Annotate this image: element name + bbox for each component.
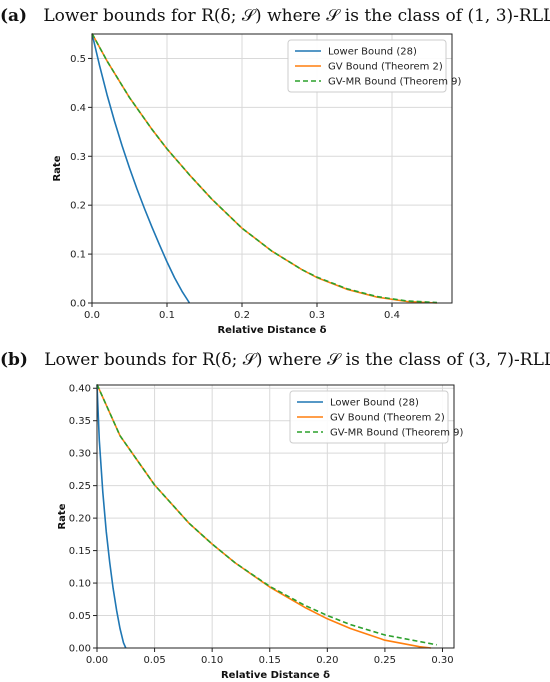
chart-b-xtick-label-5: 0.25 (374, 655, 396, 666)
chart-b-xtick-label-0: 0.00 (86, 655, 108, 666)
chart-a-legend-box (287, 39, 447, 93)
chart-a-series-line-0 (91, 33, 191, 304)
chart-b-plot-frame (96, 384, 455, 649)
chart-b-ytick-label-0: 0.00 (69, 644, 91, 655)
panel-a-label: (a) (0, 6, 28, 26)
chart-b-legend-label-1: GV Bound (Theorem 2) (330, 413, 445, 424)
chart-b-ytick-label-6: 0.30 (69, 449, 91, 460)
chart-b-ytick-label-4: 0.20 (69, 514, 91, 525)
chart-a: 0.0 0.1 0.2 0.3 0.4 0.0 0.1 0.2 0.3 0.4 0.5 Relativ… (52, 33, 461, 336)
chart-a-ytick-label-0: 0.0 (70, 299, 86, 310)
panel-b-label: (b) (0, 350, 28, 370)
chart-a-ytick-label-5: 0.5 (70, 54, 86, 65)
chart-b-ytick-label-3: 0.15 (69, 546, 91, 557)
chart-b-xtick-label-2: 0.10 (201, 655, 223, 666)
chart-a-xtick-label-2: 0.2 (234, 310, 250, 321)
chart-b-y-axis-label: Rate (57, 503, 68, 529)
chart-b-legend-label-2: GV-MR Bound (Theorem 9) (330, 428, 463, 439)
chart-a-ytick-label-2: 0.2 (70, 201, 86, 212)
chart-a-ytick-label-4: 0.4 (70, 103, 86, 114)
chart-b-ytick-label-1: 0.05 (69, 611, 91, 622)
chart-b-xtick-label-1: 0.05 (143, 655, 165, 666)
chart-b-legend-box (289, 390, 449, 444)
chart-b-ytick-label-7: 0.35 (69, 416, 91, 427)
chart-a-xtick-label-0: 0.0 (84, 310, 100, 321)
chart-a-legend-label-0: Lower Bound (28) (328, 47, 417, 58)
chart-b-xtick-label-3: 0.15 (259, 655, 281, 666)
chart-b-xtick-label-4: 0.20 (316, 655, 338, 666)
chart-b-xtick-label-6: 0.30 (431, 655, 453, 666)
panel-b-caption-text: Lower bounds for R(δ; 𝒮) where 𝒮 is the … (44, 350, 550, 370)
chart-a-xtick-label-3: 0.3 (309, 310, 325, 321)
chart-b: 0.00 0.05 0.10 0.15 0.20 0.25 0.30 0.00 0.05 0.10… (57, 384, 463, 681)
panel-a-caption-text: Lower bounds for R(δ; 𝒮) where 𝒮 is the … (43, 6, 550, 26)
chart-b-ytick-label-5: 0.25 (69, 481, 91, 492)
chart-a-y-axis-label: Rate (52, 155, 63, 181)
chart-a-ytick-label-1: 0.1 (70, 250, 86, 261)
chart-b-series-line-2 (96, 384, 437, 646)
chart-a-series-line-1 (91, 33, 438, 304)
panel-b-caption: (b) Lower bounds for R(δ; 𝒮) where 𝒮 is … (0, 350, 550, 370)
chart-b-legend-label-0: Lower Bound (28) (330, 398, 419, 409)
chart-a-legend-label-2: GV-MR Bound (Theorem 9) (328, 77, 461, 88)
chart-b-x-axis-label: Relative Distance δ (221, 670, 330, 681)
panel-a-caption: (a) Lower bounds for R(δ; 𝒮) where 𝒮 is … (0, 6, 550, 26)
chart-b-ytick-label-8: 0.40 (69, 384, 91, 395)
chart-a-legend-label-1: GV Bound (Theorem 2) (328, 62, 443, 73)
chart-a-plot-frame (91, 33, 453, 304)
chart-a-x-axis-label: Relative Distance δ (217, 325, 326, 336)
chart-a-xtick-label-4: 0.4 (384, 310, 400, 321)
chart-a-xtick-label-1: 0.1 (159, 310, 175, 321)
chart-b-series-line-0 (96, 384, 127, 649)
chart-a-ytick-label-3: 0.3 (70, 152, 86, 163)
chart-b-ytick-label-2: 0.10 (69, 579, 91, 590)
